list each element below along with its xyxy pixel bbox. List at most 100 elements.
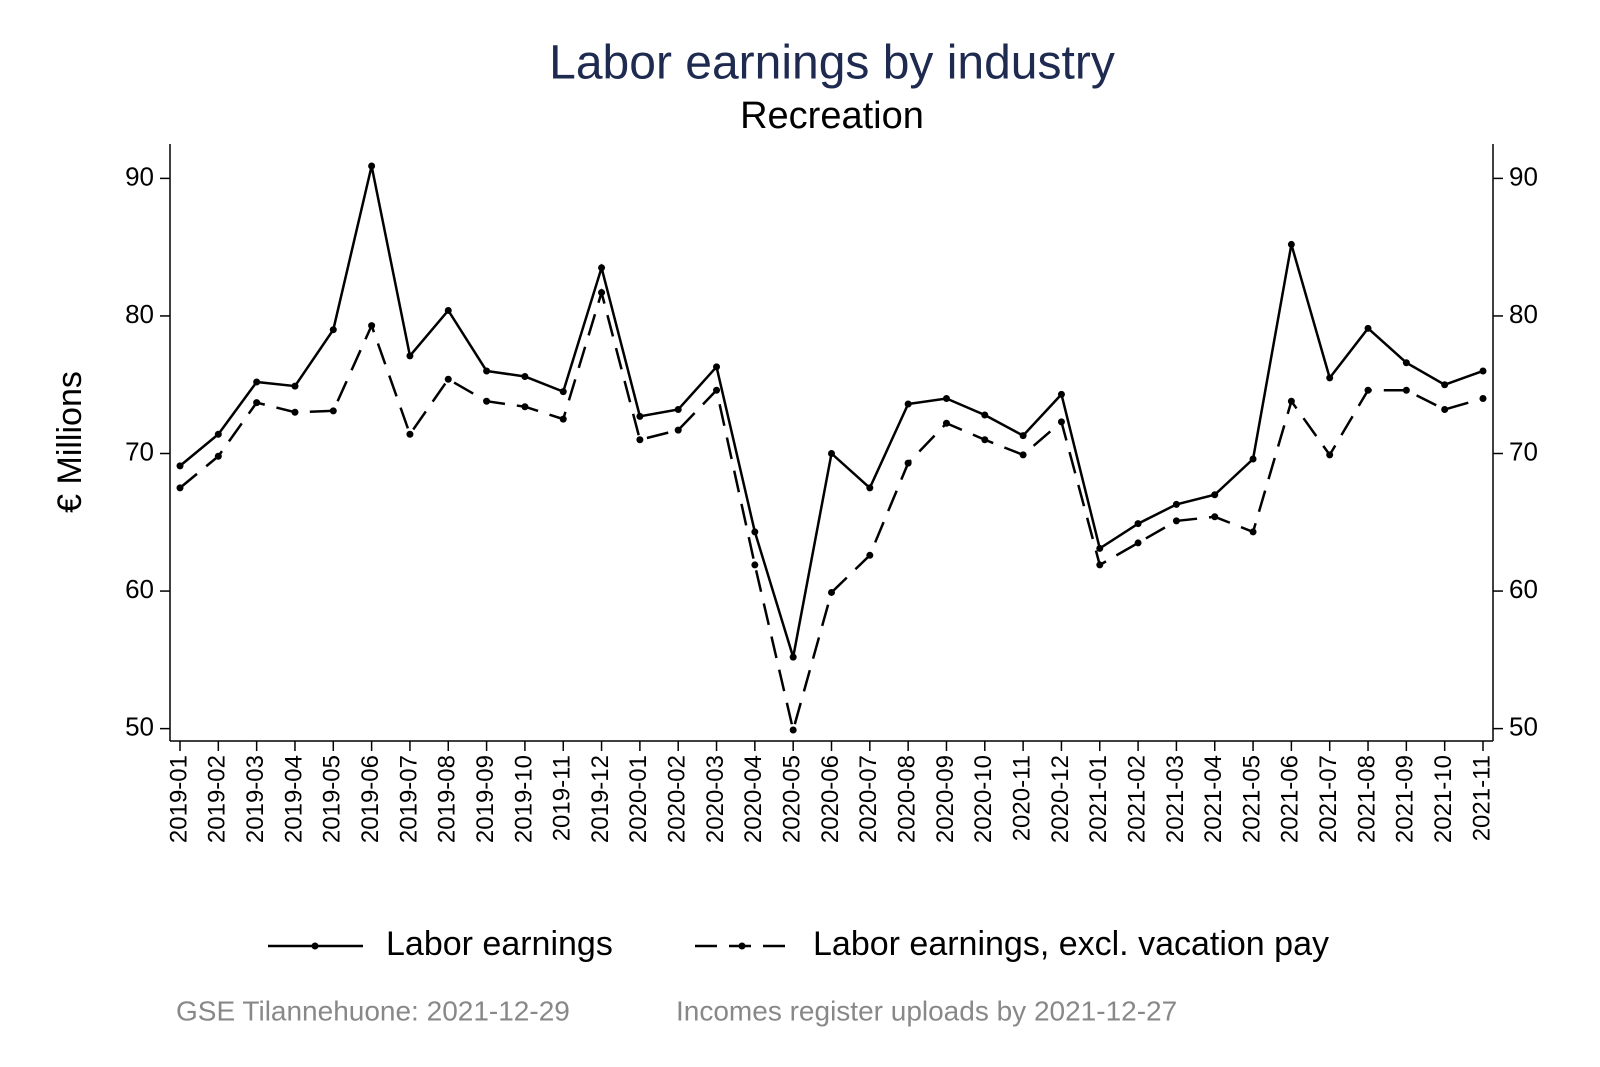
x-tick-label: 2019-03 [242,755,269,843]
point [713,386,721,394]
note: Incomes register uploads by 2021-12-27 [676,995,1177,1026]
point [406,430,414,438]
x-tick-label: 2021-02 [1123,755,1150,843]
x-tick-label: 2020-01 [625,755,652,843]
point [1479,367,1487,375]
point [1249,455,1257,463]
x-tick-label: 2019-10 [510,755,537,843]
note: GSE Tilannehuone: 2021-12-29 [176,995,570,1026]
point [1287,397,1295,405]
point [291,382,299,390]
point [789,653,797,661]
point [1402,359,1410,367]
x-tick-label: 2020-06 [817,755,844,843]
chart-title: Labor earnings by industry [549,37,1115,90]
x-tick-label: 2019-11 [549,755,576,841]
y2-tick-label: 50 [1509,711,1538,741]
x-tick-label: 2021-07 [1315,755,1342,843]
point [329,326,337,334]
x-tick-label: 2021-06 [1277,755,1304,843]
point [559,388,567,396]
y-tick-label: 90 [125,161,154,191]
point [598,264,606,272]
x-tick-label: 2021-08 [1353,755,1380,843]
x-tick-label: 2019-01 [165,755,192,843]
point [368,322,376,330]
y-axis-label: € Millions [51,371,89,513]
x-tick-label: 2019-05 [319,755,346,843]
point [1172,517,1180,525]
point [1211,491,1219,499]
x-tick-label: 2020-11 [1008,755,1035,841]
y-tick-label: 70 [125,436,154,466]
x-tick-label: 2020-03 [702,755,729,843]
x-tick-label: 2021-04 [1200,755,1227,843]
x-tick-label: 2020-08 [893,755,920,843]
legend-label: Labor earnings [386,925,613,963]
x-tick-label: 2020-02 [664,755,691,843]
legend-marker [311,942,319,950]
point [1172,500,1180,508]
point [1134,539,1142,547]
x-tick-label: 2021-10 [1430,755,1457,843]
x-tick-label: 2021-01 [1085,755,1112,843]
point [1364,324,1372,332]
x-tick-label: 2019-06 [357,755,384,843]
point [521,372,529,380]
x-tick-label: 2021-03 [1162,755,1189,843]
x-tick-label: 2019-02 [204,755,231,843]
x-tick-label: 2019-07 [395,755,422,843]
y-tick-label: 50 [125,711,154,741]
point [1249,528,1257,536]
x-tick-label: 2020-04 [740,755,767,843]
point [559,415,567,423]
point [176,462,184,470]
chart-subtitle: Recreation [740,95,924,137]
point [176,484,184,492]
point [789,726,797,734]
x-tick-label: 2019-09 [472,755,499,843]
point [1057,418,1065,426]
x-tick-label: 2019-04 [280,755,307,843]
point [904,400,912,408]
legend-label: Labor earnings, excl. vacation pay [813,925,1329,963]
point [942,394,950,402]
point [866,484,874,492]
point [483,397,491,405]
point [636,412,644,420]
point [1211,513,1219,521]
y2-tick-label: 70 [1509,436,1538,466]
point [674,405,682,413]
point [253,399,261,407]
point [751,528,759,536]
point [1096,561,1104,569]
point [1057,390,1065,398]
point [981,411,989,419]
point [253,378,261,386]
point [1134,520,1142,528]
point [214,430,222,438]
point [981,436,989,444]
point [828,588,835,596]
point [828,450,835,458]
x-tick-label: 2020-07 [855,755,882,843]
x-tick-label: 2019-08 [434,755,461,843]
point [1364,386,1372,394]
y2-tick-label: 90 [1509,161,1538,191]
point [1096,544,1104,552]
point [444,306,452,314]
y2-tick-label: 80 [1509,299,1538,329]
point [1402,386,1410,394]
point [1441,405,1449,413]
point [1287,240,1295,248]
x-tick-label: 2020-05 [779,755,806,843]
point [904,459,912,467]
point [444,375,452,383]
point [1326,374,1334,382]
point [329,407,337,415]
x-tick-label: 2020-09 [932,755,959,843]
y-tick-label: 80 [125,299,154,329]
legend-marker [738,942,746,950]
